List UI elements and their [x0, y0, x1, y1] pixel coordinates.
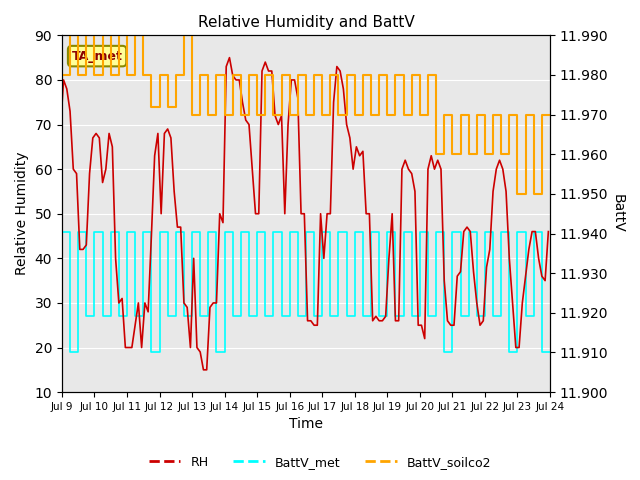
Text: TA_met: TA_met — [72, 49, 122, 62]
Y-axis label: BattV: BattV — [611, 194, 625, 233]
Title: Relative Humidity and BattV: Relative Humidity and BattV — [198, 15, 414, 30]
Legend: RH, BattV_met, BattV_soilco2: RH, BattV_met, BattV_soilco2 — [144, 451, 496, 474]
Y-axis label: Relative Humidity: Relative Humidity — [15, 152, 29, 276]
X-axis label: Time: Time — [289, 418, 323, 432]
